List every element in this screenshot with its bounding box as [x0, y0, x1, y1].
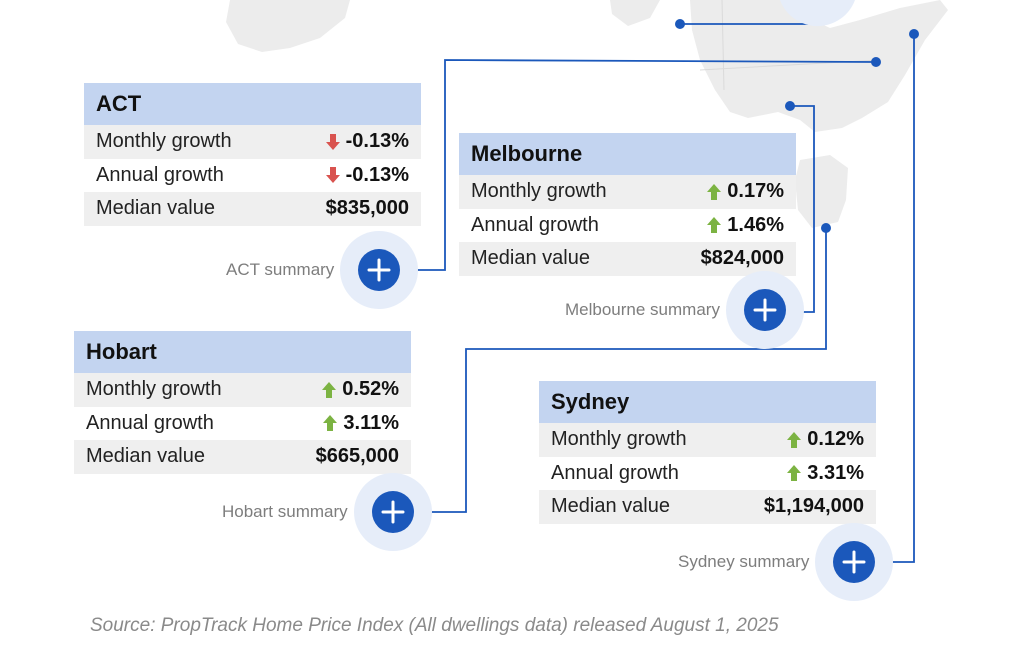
arrow-up-icon [787, 431, 802, 448]
row-label: Median value [96, 197, 215, 220]
arrow-up-icon [787, 465, 802, 482]
arrow-up-icon [322, 381, 337, 398]
hobart-summary: Hobart summary [222, 473, 432, 551]
row-value: $835,000 [325, 197, 409, 220]
annual-growth-row: Annual growth 1.46% [459, 209, 796, 243]
card-title: Sydney [539, 381, 876, 423]
monthly-growth-row: Monthly growth 0.52% [74, 373, 411, 407]
location-dots [675, 19, 919, 233]
act-summary-button[interactable] [358, 249, 401, 291]
value-text: -0.13% [345, 163, 409, 186]
value-text: 3.11% [343, 411, 399, 434]
plus-icon [842, 550, 866, 574]
plus-icon [367, 258, 391, 282]
annual-growth-row: Annual growth -0.13% [84, 159, 421, 193]
row-value: 0.17% [707, 180, 784, 203]
summary-label: Hobart summary [222, 502, 348, 521]
monthly-growth-row: Monthly growth 0.12% [539, 423, 876, 457]
row-value: 3.11% [323, 412, 399, 435]
row-label: Annual growth [471, 213, 599, 236]
row-label: Median value [471, 247, 590, 270]
summary-label: ACT summary [226, 260, 335, 279]
row-label: Monthly growth [551, 428, 687, 451]
summary-label: Melbourne summary [565, 300, 720, 319]
row-label: Monthly growth [96, 130, 232, 153]
plus-icon [753, 298, 777, 322]
top-halo [780, 0, 855, 27]
card-title: ACT [84, 83, 421, 125]
arrow-down-icon [325, 167, 340, 184]
row-label: Monthly growth [86, 378, 222, 401]
row-label: Median value [86, 445, 205, 468]
row-label: Annual growth [86, 411, 214, 434]
arrow-down-icon [325, 133, 340, 150]
arrow-up-icon [707, 183, 722, 200]
melbourne-summary: Melbourne summary [565, 271, 804, 349]
map-land [226, 0, 948, 228]
row-label: Annual growth [96, 163, 224, 186]
value-text: 0.52% [342, 378, 399, 401]
arrow-up-icon [707, 217, 722, 234]
value-text: 0.17% [727, 180, 784, 203]
value-text: 1.46% [727, 213, 784, 236]
arrow-up-icon [323, 415, 338, 432]
row-value: $1,194,000 [763, 495, 864, 518]
row-value: -0.13% [325, 130, 409, 153]
hobart-summary-button[interactable] [371, 491, 414, 533]
hobart-card: Hobart Monthly growth 0.52% Annual growt… [74, 331, 411, 474]
row-label: Annual growth [551, 461, 679, 484]
card-title: Melbourne [459, 133, 796, 175]
button-halo [815, 523, 894, 601]
melbourne-summary-button[interactable] [743, 289, 786, 331]
value-text: 3.31% [807, 461, 864, 484]
row-label: Monthly growth [471, 180, 607, 203]
summary-label: Sydney summary [678, 552, 810, 571]
act-summary: ACT summary [226, 231, 419, 309]
row-label: Median value [551, 495, 670, 518]
card-title: Hobart [74, 331, 411, 373]
annual-growth-row: Annual growth 3.11% [74, 407, 411, 441]
monthly-growth-row: Monthly growth -0.13% [84, 125, 421, 159]
value-text: -0.13% [345, 130, 409, 153]
row-value: $824,000 [700, 247, 784, 270]
median-value-row: Median value $824,000 [459, 242, 796, 276]
melbourne-card: Melbourne Monthly growth 0.17% Annual gr… [459, 133, 796, 276]
button-halo [353, 473, 432, 551]
sydney-card: Sydney Monthly growth 0.12% Annual growt… [539, 381, 876, 524]
row-value: 0.12% [787, 428, 864, 451]
median-value-row: Median value $835,000 [84, 192, 421, 226]
median-value-row: Median value $1,194,000 [539, 490, 876, 524]
row-value: 3.31% [787, 462, 864, 485]
source-note: Source: PropTrack Home Price Index (All … [90, 615, 779, 636]
button-halo [725, 271, 804, 349]
median-value-row: Median value $665,000 [74, 440, 411, 474]
plus-icon [381, 500, 405, 524]
annual-growth-row: Annual growth 3.31% [539, 457, 876, 491]
sydney-summary-button[interactable] [833, 541, 876, 583]
sydney-summary: Sydney summary [678, 523, 894, 601]
button-halo [340, 231, 419, 309]
value-text: 0.12% [807, 428, 864, 451]
row-value: 1.46% [707, 214, 784, 237]
row-value: -0.13% [325, 163, 409, 187]
act-card: ACT Monthly growth -0.13% Annual growth … [84, 83, 421, 226]
row-value: 0.52% [322, 378, 399, 401]
monthly-growth-row: Monthly growth 0.17% [459, 175, 796, 209]
row-value: $665,000 [315, 445, 399, 468]
